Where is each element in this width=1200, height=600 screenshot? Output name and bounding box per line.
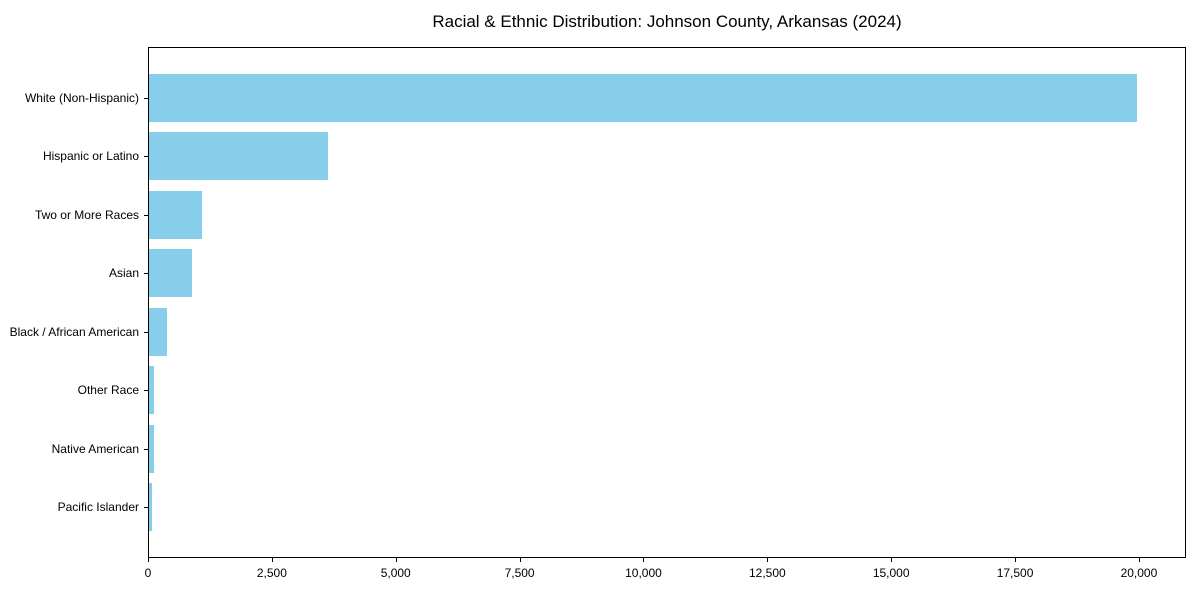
y-tick-label: Asian [108,266,139,281]
x-tick-mark [1015,558,1017,562]
x-tick-label: 15,000 [872,566,910,580]
x-tick-label: 20,000 [1120,566,1158,580]
y-tick-mark [144,273,148,275]
x-tick-mark [271,558,273,562]
x-tick-label: 12,500 [748,566,786,580]
y-tick-mark [144,448,148,450]
x-tick-label: 10,000 [625,566,662,580]
x-tick-label: 2,500 [256,566,287,580]
y-tick-mark [144,156,148,158]
x-tick-mark [519,558,521,562]
y-tick-mark [144,507,148,508]
x-tick-mark [1138,558,1140,562]
y-tick-label: Native American [51,441,139,456]
x-tick-label: 5,000 [380,566,411,580]
y-tick-label: Two or More Races [34,207,139,222]
x-tick-mark [395,558,397,562]
y-tick-label: Other Race [77,383,139,398]
x-tick-mark [643,558,645,562]
x-tick-label: 7,500 [504,566,535,580]
chart-title: Racial & Ethnic Distribution: Johnson Co… [432,12,902,31]
y-tick-mark [144,214,148,216]
y-tick-label: White (Non-Hispanic) [24,91,139,105]
y-tick-label: Pacific Islander [57,500,139,514]
y-tick-label: Hispanic or Latino [42,149,139,164]
y-tick-mark [144,331,148,333]
x-tick-mark [767,558,769,562]
x-tick-mark [148,558,149,562]
plot-area [148,47,1186,558]
y-tick-mark [144,98,148,99]
y-tick-mark [144,390,148,392]
y-tick-label: Black / African American [9,324,139,339]
x-tick-label: 0 [144,566,152,580]
x-tick-label: 17,500 [996,566,1034,580]
x-tick-mark [891,558,893,562]
